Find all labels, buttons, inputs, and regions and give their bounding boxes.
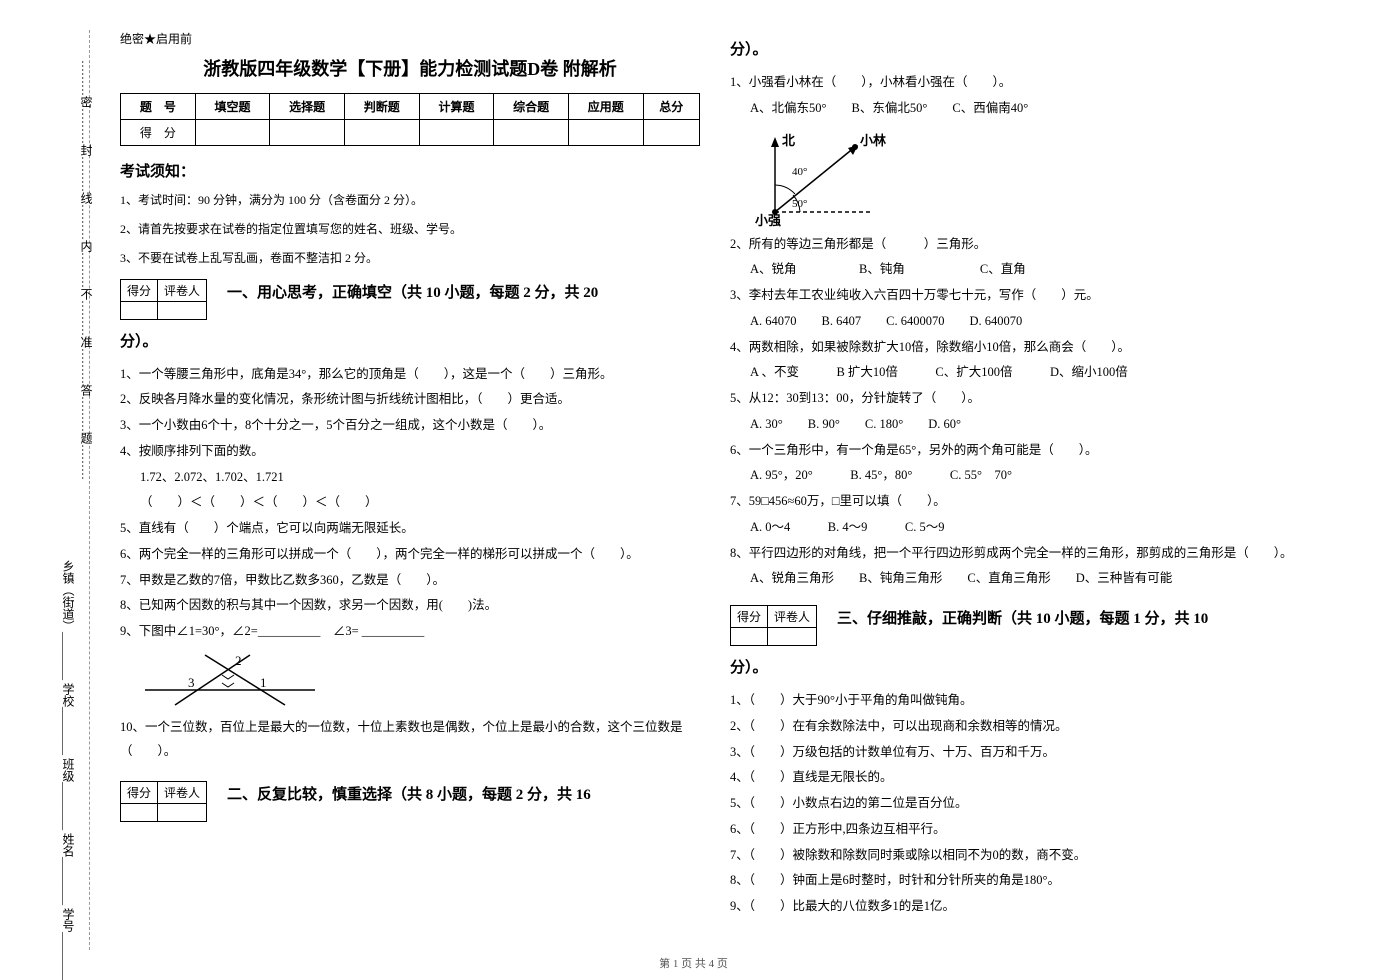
question-options: A、锐角 B、钝角 C、直角	[750, 258, 1310, 282]
question: 4、（ ）直线是无限长的。	[730, 766, 1310, 790]
question: 4、两数相除，如果被除数扩大10倍，除数缩小10倍，那么商会（ ）。	[730, 336, 1310, 360]
question-options: A. 0～4 B. 4～9 C. 5～9	[750, 516, 1310, 540]
angle-figure: 2 3 1	[140, 650, 700, 710]
question: 8、平行四边形的对角线，把一个平行四边形剪成两个完全一样的三角形，那剪成的三角形…	[730, 542, 1310, 566]
section-score-box: 得分评卷人	[730, 605, 817, 646]
table-row: 题 号 填空题 选择题 判断题 计算题 综合题 应用题 总分	[121, 94, 700, 120]
left-column: 绝密★启用前 浙教版四年级数学【下册】能力检测试题D卷 附解析 题 号 填空题 …	[120, 30, 700, 921]
question: 4、按顺序排列下面的数。	[120, 440, 700, 464]
question: 3、（ ）万级包括的计数单位有万、十万、百万和千万。	[730, 741, 1310, 765]
score-header: 选择题	[270, 94, 345, 120]
section-2-title-tail: 分）。	[730, 38, 1310, 59]
notice-title: 考试须知：	[120, 160, 700, 181]
score-header: 总分	[643, 94, 699, 120]
section-1-header: 得分评卷人 一、用心思考，正确填空（共 10 小题，每题 2 分，共 20	[120, 279, 700, 320]
page-number: 第 1 页 共 4 页	[0, 955, 1387, 971]
secret-label: 绝密★启用前	[120, 30, 700, 47]
score-header: 题 号	[121, 94, 196, 120]
section-3-title: 三、仔细推敲，正确判断（共 10 小题，每题 1 分，共 10	[837, 605, 1310, 628]
question: 2、所有的等边三角形都是（ ）三角形。	[730, 233, 1310, 257]
svg-text:3: 3	[188, 675, 195, 690]
table-row: 得 分	[121, 120, 700, 146]
question: 1、（ ）大于90°小于平角的角叫做钝角。	[730, 689, 1310, 713]
question: 2、（ ）在有余数除法中，可以出现商和余数相等的情况。	[730, 715, 1310, 739]
score-header: 综合题	[494, 94, 569, 120]
section-2-title: 二、反复比较，慎重选择（共 8 小题，每题 2 分，共 16	[227, 781, 700, 804]
question-options: A 、不变 B 扩大10倍 C、扩大100倍 D、缩小100倍	[750, 361, 1310, 385]
question-options: A. 95°，20° B. 45°，80° C. 55° 70°	[750, 464, 1310, 488]
section-score-box: 得分评卷人	[120, 279, 207, 320]
svg-text:2: 2	[235, 653, 242, 668]
question: 9、下图中∠1=30°，∠2=__________ ∠3= __________	[120, 620, 700, 644]
svg-text:40°: 40°	[792, 166, 807, 178]
notice-item: 3、不要在试卷上乱写乱画，卷面不整洁扣 2 分。	[120, 249, 700, 268]
exam-title: 浙教版四年级数学【下册】能力检测试题D卷 附解析	[120, 55, 700, 81]
notice-item: 2、请首先按要求在试卷的指定位置填写您的姓名、班级、学号。	[120, 220, 700, 239]
question: 1、一个等腰三角形中，底角是34°，那么它的顶角是（ ），这是一个（ ）三角形。	[120, 363, 700, 387]
question-sub: 1.72、2.072、1.702、1.721	[140, 466, 700, 490]
question: 6、两个完全一样的三角形可以拼成一个（ ），两个完全一样的梯形可以拼成一个（ ）…	[120, 543, 700, 567]
question: 3、李村去年工农业纯收入六百四十万零七十元，写作（ ）元。	[730, 284, 1310, 308]
question: 5、（ ）小数点右边的第二位是百分位。	[730, 792, 1310, 816]
score-row-label: 得 分	[121, 120, 196, 146]
question: 3、一个小数由6个十，8个十分之一，5个百分之一组成，这个小数是（ ）。	[120, 414, 700, 438]
section-1-title-tail: 分）。	[120, 330, 700, 351]
question-options: A、北偏东50° B、东偏北50° C、西偏南40°	[750, 97, 1310, 121]
question: 8、已知两个因数的积与其中一个因数，求另一个因数，用( )法。	[120, 594, 700, 618]
question-options: A、锐角三角形 B、钝角三角形 C、直角三角形 D、三种皆有可能	[750, 567, 1310, 591]
question: 7、甲数是乙数的7倍，甲数比乙数多360，乙数是（ ）。	[120, 569, 700, 593]
right-column: 分）。 1、小强看小林在（ ），小林看小强在（ ）。 A、北偏东50° B、东偏…	[730, 30, 1310, 921]
section-2-header: 得分评卷人 二、反复比较，慎重选择（共 8 小题，每题 2 分，共 16	[120, 781, 700, 822]
question: 1、小强看小林在（ ），小林看小强在（ ）。	[730, 71, 1310, 95]
question-options: A. 30° B. 90° C. 180° D. 60°	[750, 413, 1310, 437]
score-header: 应用题	[568, 94, 643, 120]
svg-text:1: 1	[260, 675, 267, 690]
score-header: 判断题	[344, 94, 419, 120]
score-header: 填空题	[195, 94, 270, 120]
svg-text:小林: 小林	[860, 133, 886, 148]
question-sub: （ ）＜（ ）＜（ ）＜（ ）	[140, 491, 700, 515]
question: 5、直线有（ ）个端点，它可以向两端无限延长。	[120, 517, 700, 541]
svg-text:北: 北	[782, 133, 795, 148]
question: 8、（ ）钟面上是6时整时，时针和分针所夹的角是180°。	[730, 869, 1310, 893]
question: 6、一个三角形中，有一个角是65°，另外的两个角可能是（ ）。	[730, 439, 1310, 463]
section-3-header: 得分评卷人 三、仔细推敲，正确判断（共 10 小题，每题 1 分，共 10	[730, 605, 1310, 646]
question: 10、一个三位数，百位上是最大的一位数，十位上素数也是偶数，个位上是最小的合数，…	[120, 716, 700, 764]
question: 2、反映各月降水量的变化情况，条形统计图与折线统计图相比，（ ）更合适。	[120, 388, 700, 412]
question: 7、（ ）被除数和除数同时乘或除以相同不为0的数，商不变。	[730, 844, 1310, 868]
question-options: A. 64070 B. 6407 C. 6400070 D. 640070	[750, 310, 1310, 334]
binding-info-label: 乡镇（街道）________ 学校________ 班级________ 姓名_…	[60, 560, 77, 980]
question: 9、（ ）比最大的八位数多1的是1亿。	[730, 895, 1310, 919]
notice-item: 1、考试时间：90 分钟，满分为 100 分（含卷面分 2 分）。	[120, 191, 700, 210]
section-3-title-tail: 分）。	[730, 656, 1310, 677]
page-content: 绝密★启用前 浙教版四年级数学【下册】能力检测试题D卷 附解析 题 号 填空题 …	[0, 0, 1387, 941]
svg-text:50°: 50°	[792, 198, 807, 210]
direction-figure: 北 小林 50° 40° 小强	[750, 127, 1310, 227]
question: 6、（ ）正方形中,四条边互相平行。	[730, 818, 1310, 842]
question: 5、从12：30到13：00，分针旋转了（ ）。	[730, 387, 1310, 411]
section-1-title: 一、用心思考，正确填空（共 10 小题，每题 2 分，共 20	[227, 279, 700, 302]
score-header: 计算题	[419, 94, 494, 120]
section-score-box: 得分评卷人	[120, 781, 207, 822]
question: 7、59□456≈60万，□里可以填（ ）。	[730, 490, 1310, 514]
score-table: 题 号 填空题 选择题 判断题 计算题 综合题 应用题 总分 得 分	[120, 93, 700, 146]
svg-text:小强: 小强	[755, 213, 781, 227]
binding-seal-label: ………密………封………线………内………不………准………答………题………	[78, 60, 95, 480]
